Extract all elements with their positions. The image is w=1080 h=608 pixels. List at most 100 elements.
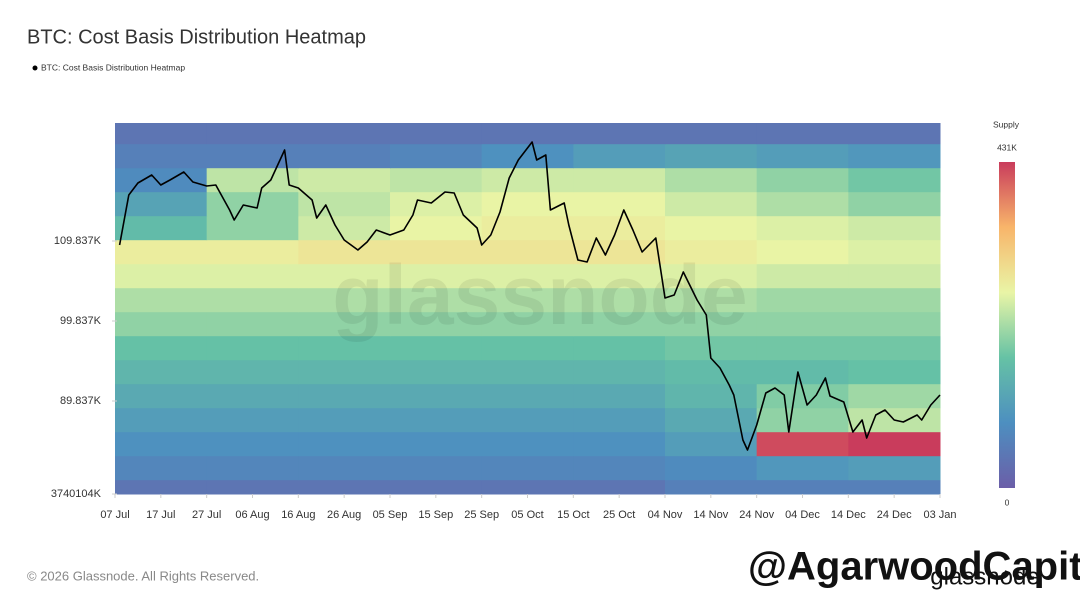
- heatmap-cell: [390, 455, 483, 481]
- x-tick-label: 27 Jul: [192, 509, 221, 521]
- heatmap-cell: [665, 215, 758, 241]
- heatmap-cell: [481, 239, 574, 265]
- heatmap-cell: [573, 407, 666, 433]
- heatmap-cell: [573, 143, 666, 169]
- heatmap-cell: [848, 431, 941, 457]
- x-tick-label: 06 Aug: [235, 509, 269, 521]
- heatmap-cell: [298, 167, 391, 193]
- heatmap-cell: [573, 311, 666, 337]
- heatmap-cell: [206, 479, 299, 495]
- heatmap-cell: [390, 479, 483, 495]
- y-tick-label: 89.837K: [60, 395, 102, 407]
- heatmap-cell: [298, 143, 391, 169]
- heatmap-cell: [665, 191, 758, 217]
- heatmap-cell: [573, 479, 666, 495]
- y-tick-label: 109.837K: [54, 235, 102, 247]
- heatmap-cell: [756, 287, 849, 313]
- heatmap-cell: [206, 335, 299, 361]
- heatmap-cell: [665, 287, 758, 313]
- heatmap-cell: [115, 311, 208, 337]
- heatmap-cell: [756, 239, 849, 265]
- heatmap-cell: [756, 167, 849, 193]
- heatmap-cell: [756, 407, 849, 433]
- heatmap-cell: [756, 215, 849, 241]
- heatmap-cell: [206, 143, 299, 169]
- heatmap-cell: [390, 123, 483, 145]
- heatmap-cell: [481, 455, 574, 481]
- heatmap-cell: [665, 383, 758, 409]
- x-tick-label: 14 Dec: [831, 509, 866, 521]
- x-tick-label: 25 Oct: [603, 509, 635, 521]
- heatmap-cell: [115, 431, 208, 457]
- x-tick-label: 15 Sep: [418, 509, 453, 521]
- heatmap-cell: [298, 191, 391, 217]
- heatmap-cell: [206, 407, 299, 433]
- heatmap-cell: [665, 479, 758, 495]
- heatmap-cell: [206, 287, 299, 313]
- heatmap-cell: [481, 359, 574, 385]
- heatmap-cell: [481, 287, 574, 313]
- heatmap-cell: [573, 167, 666, 193]
- heatmap-cell: [115, 287, 208, 313]
- heatmap-cell: [206, 191, 299, 217]
- heatmap-cell: [390, 407, 483, 433]
- colorbar-title: Supply: [993, 119, 1020, 129]
- heatmap-cell: [206, 455, 299, 481]
- legend-label: BTC: Cost Basis Distribution Heatmap: [41, 62, 185, 72]
- heatmap-cell: [115, 123, 208, 145]
- heatmap-cell: [848, 479, 941, 495]
- heatmap-cell: [298, 123, 391, 145]
- heatmap-cell: [298, 431, 391, 457]
- heatmap-cell: [848, 335, 941, 361]
- heatmap-cell: [298, 239, 391, 265]
- heatmap-cell: [481, 215, 574, 241]
- heatmap-cell: [756, 359, 849, 385]
- heatmap-cell: [665, 239, 758, 265]
- x-tick-label: 24 Dec: [877, 509, 912, 521]
- heatmap-cell: [665, 311, 758, 337]
- x-tick-label: 17 Jul: [146, 509, 175, 521]
- x-tick-label: 15 Oct: [557, 509, 589, 521]
- heatmap-cell: [206, 215, 299, 241]
- heatmap-cell: [115, 335, 208, 361]
- heatmap-cell: [573, 455, 666, 481]
- heatmap-cell: [390, 359, 483, 385]
- x-tick-label: 03 Jan: [923, 509, 956, 521]
- heatmap-cell: [848, 191, 941, 217]
- heatmap-cell: [756, 335, 849, 361]
- heatmap-cell: [573, 359, 666, 385]
- heatmap-cell: [206, 431, 299, 457]
- heatmap-cell: [390, 191, 483, 217]
- brand-logo: glassnode: [930, 563, 1039, 590]
- heatmap-cell: [298, 287, 391, 313]
- heatmap-cell: [115, 143, 208, 169]
- heatmap-cell: [848, 311, 941, 337]
- heatmap-cell: [206, 239, 299, 265]
- heatmap-cell: [573, 287, 666, 313]
- heatmap-cell: [665, 359, 758, 385]
- heatmap-cell: [665, 455, 758, 481]
- heatmap-cell: [756, 191, 849, 217]
- heatmap-cell: [390, 287, 483, 313]
- heatmap-cell: [481, 311, 574, 337]
- heatmap: [115, 123, 941, 495]
- heatmap-cell: [390, 311, 483, 337]
- heatmap-cell: [115, 455, 208, 481]
- heatmap-cell: [756, 431, 849, 457]
- watermark: glassnode: [332, 248, 747, 342]
- heatmap-cell: [848, 239, 941, 265]
- x-tick-label: 25 Sep: [464, 509, 499, 521]
- heatmap-cell: [115, 479, 208, 495]
- heatmap-cell: [298, 407, 391, 433]
- heatmap-cell: [390, 263, 483, 289]
- heatmap-cell: [481, 383, 574, 409]
- heatmap-cell: [206, 383, 299, 409]
- heatmap-cell: [481, 263, 574, 289]
- heatmap-cell: [573, 383, 666, 409]
- heatmap-cell: [756, 455, 849, 481]
- x-tick-label: 05 Oct: [511, 509, 543, 521]
- heatmap-cell: [665, 431, 758, 457]
- copyright: © 2026 Glassnode. All Rights Reserved.: [27, 568, 259, 583]
- heatmap-cell: [206, 311, 299, 337]
